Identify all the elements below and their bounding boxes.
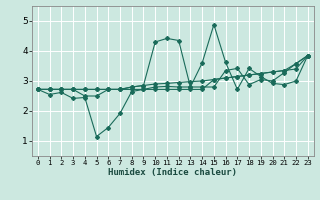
X-axis label: Humidex (Indice chaleur): Humidex (Indice chaleur) (108, 168, 237, 177)
